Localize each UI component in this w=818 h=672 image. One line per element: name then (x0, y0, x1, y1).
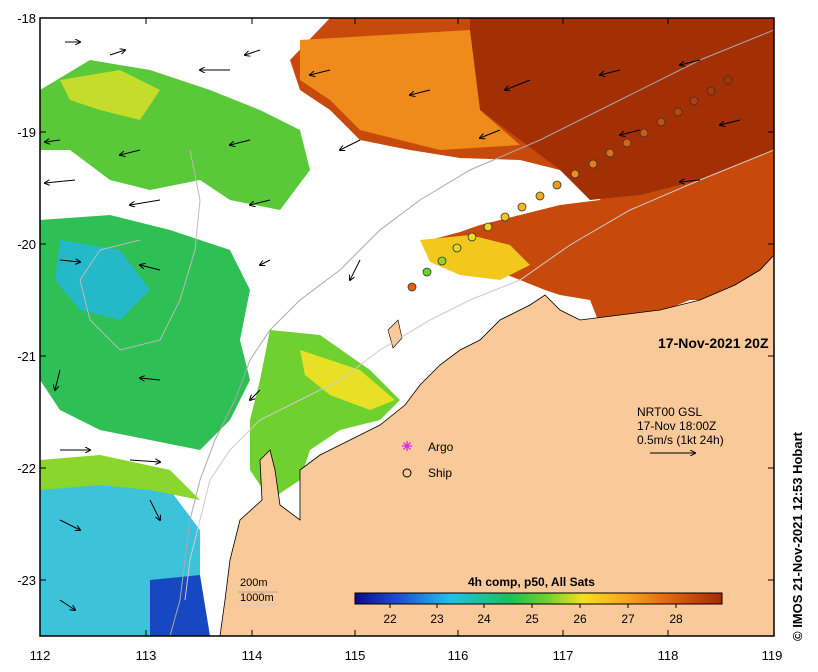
vector-note-source: NRT00 GSL (637, 405, 703, 419)
y-tick-label: -23 (17, 573, 36, 588)
map-timestamp: 17-Nov-2021 20Z (658, 335, 769, 351)
ship-track (407, 75, 733, 292)
contour-1000m-west (79, 149, 201, 351)
colorbar-tick-label: 24 (477, 612, 491, 626)
y-tick-label: -19 (17, 125, 36, 140)
sst-yellow-north (60, 70, 160, 120)
argo-marker-icon (402, 441, 412, 451)
credit-text: © IMOS 21-Nov-2021 12:53 Hobart (790, 432, 805, 641)
x-tick-label: 116 (447, 648, 469, 663)
x-tick-label: 119 (761, 648, 783, 663)
colorbar-tick-label: 25 (525, 612, 539, 626)
sst-blue-south (150, 575, 210, 636)
barrow-island (387, 319, 403, 349)
depth-200m-label: 200m (240, 577, 268, 589)
contour-1000m (184, 149, 774, 601)
land-mass (219, 254, 774, 636)
y-tick-label: -18 (17, 11, 36, 26)
y-tick-label: -22 (17, 461, 36, 476)
sst-green-south (40, 455, 200, 500)
vector-note-time: 17-Nov 18:00Z (637, 419, 717, 433)
vector-note-scale: 0.5m/s (1kt 24h) (637, 433, 724, 447)
colorbar-ticks (389, 604, 677, 608)
vector-note: NRT00 GSL 17-Nov 18:00Z 0.5m/s (1kt 24h) (637, 405, 724, 447)
y-tick-label: -20 (17, 237, 36, 252)
sst-yellow-coastal (300, 350, 395, 410)
legend-ship-label: Ship (428, 466, 453, 480)
axis-ticks (40, 18, 774, 636)
colorbar-tick-label: 22 (383, 612, 397, 626)
x-tick-label: 112 (29, 648, 51, 663)
sst-dark-core (470, 18, 774, 200)
x-tick-label: 113 (135, 648, 157, 663)
legend-argo-label: Argo (428, 440, 454, 454)
sst-orange-band (300, 30, 520, 150)
current-vectors (45, 42, 741, 610)
colorbar-tick-label: 27 (621, 612, 635, 626)
colorbar (354, 592, 723, 605)
x-tick-label: 115 (344, 648, 366, 663)
x-tick-label: 114 (241, 648, 263, 663)
colorbar-tick-label: 26 (573, 612, 587, 626)
depth-1000m-label: 1000m (240, 592, 274, 604)
colorbar-tick-label: 28 (669, 612, 683, 626)
y-tick-label: -21 (17, 349, 36, 364)
sst-yellow-patch (420, 235, 530, 280)
x-tick-label: 117 (552, 648, 574, 663)
contour-200m (169, 29, 774, 636)
plot-frame (39, 17, 775, 637)
colorbar-tick-label: 23 (430, 612, 444, 626)
colorbar-title: 4h comp, p50, All Sats (468, 575, 595, 589)
ship-marker-icon (402, 468, 412, 478)
x-tick-label: 118 (657, 648, 679, 663)
